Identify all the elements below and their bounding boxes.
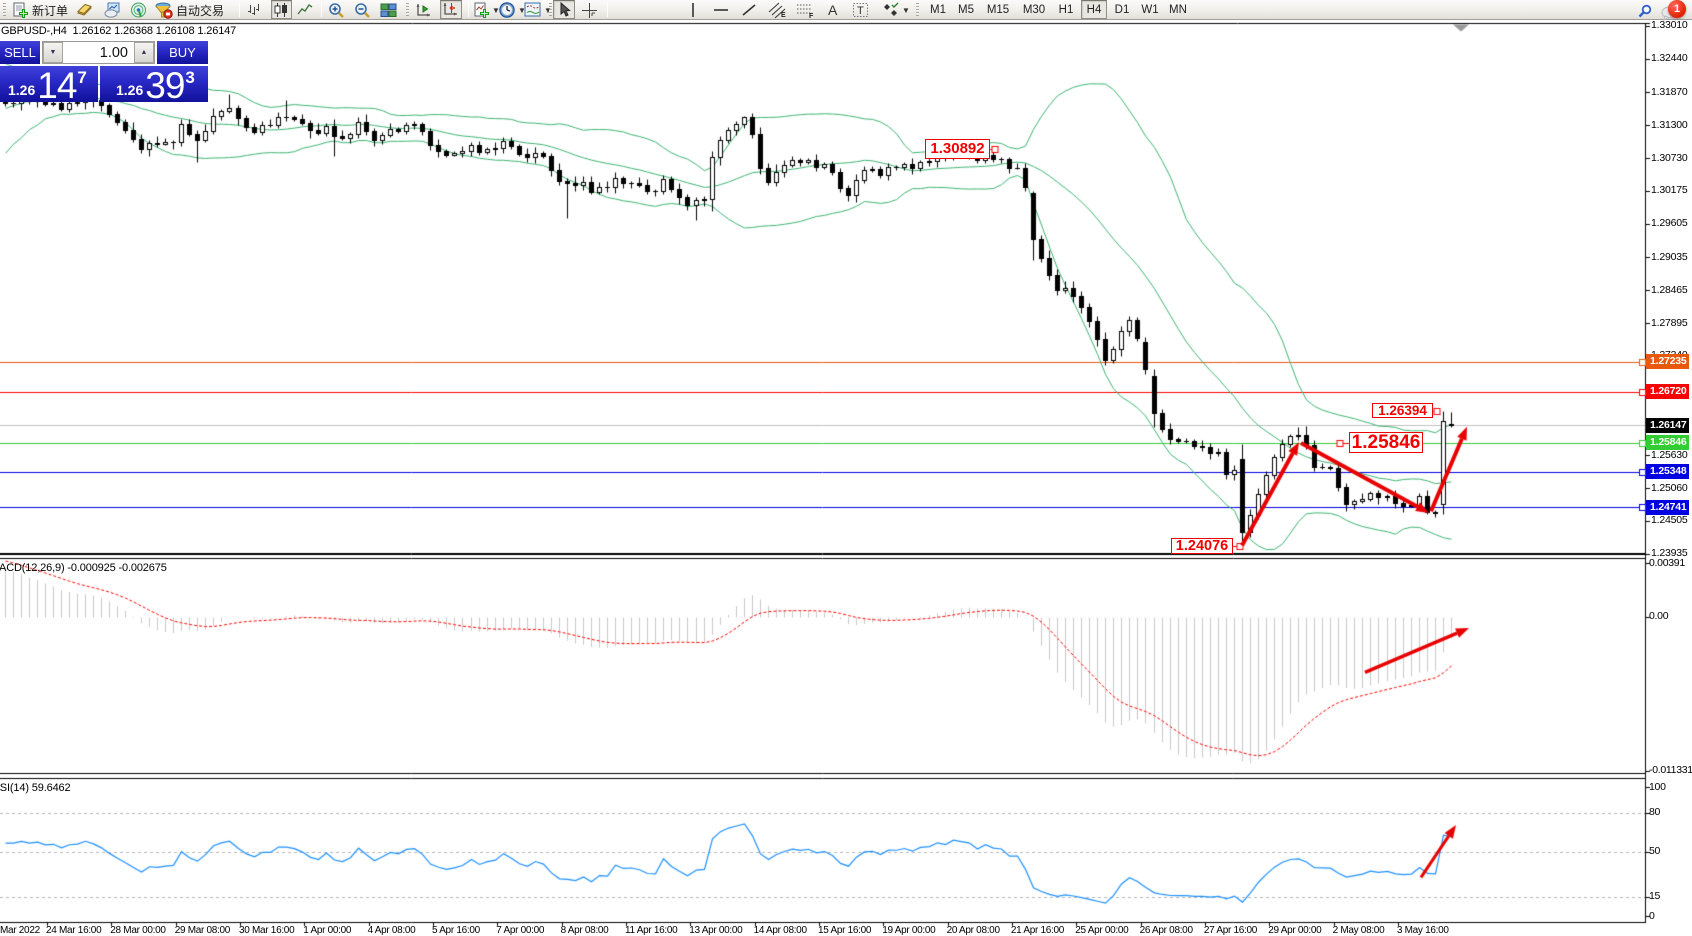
time-tick-label: 3 May 16:00 [1396, 924, 1449, 936]
time-tick-label: 5 Apr 16:00 [432, 924, 480, 936]
hline-price-box[interactable]: 1.24741 [1646, 500, 1689, 515]
volume-input[interactable] [63, 42, 134, 63]
buy-price-big: 39 [145, 66, 185, 102]
macd-axis-label: -0.011331 [1649, 764, 1692, 777]
sell-price-pip: 7 [77, 68, 87, 87]
price-tick-label: 1.31300 [1651, 118, 1688, 131]
spinner-down-icon: ▼ [49, 49, 57, 56]
price-annotation-label[interactable]: 1.25846 [1349, 432, 1423, 454]
hline-price-box[interactable]: 1.25846 [1646, 435, 1689, 450]
price-tick-label: 1.25060 [1651, 481, 1688, 494]
price-annotation-label[interactable]: 1.24076 [1171, 537, 1233, 554]
volume-spinner: ▼ ▲ [42, 41, 155, 64]
time-tick-label: 4 Apr 08:00 [367, 924, 416, 936]
time-tick-label: 27 Apr 16:00 [1203, 924, 1258, 936]
time-tick-label: 30 Mar 16:00 [239, 924, 295, 936]
price-tick-label: 1.23935 [1651, 547, 1688, 560]
sell-price-head: 1.26 [8, 82, 36, 98]
time-tick-label: 29 Mar 08:00 [174, 924, 231, 936]
time-tick-label: 13 Apr 00:00 [689, 924, 743, 936]
price-tick-label: 1.24505 [1651, 514, 1688, 527]
price-tick-label: 1.27895 [1651, 316, 1688, 329]
buy-button[interactable]: BUY [157, 41, 208, 64]
time-tick-label: 20 Apr 08:00 [946, 924, 1000, 936]
rsi-axis-label: 80 [1649, 806, 1661, 819]
time-tick-label: 19 Apr 00:00 [882, 924, 936, 936]
price-tick-label: 1.30730 [1651, 151, 1688, 164]
macd-axis-label: 0.00391 [1649, 556, 1685, 569]
price-tick-label: 1.25630 [1651, 448, 1688, 461]
time-tick-label: 24 Mar 16:00 [46, 924, 102, 936]
notification-badge[interactable]: 1 [1668, 0, 1686, 18]
current-price-box: 1.26147 [1646, 418, 1689, 433]
macd-axis-label: 0.00 [1649, 610, 1669, 622]
macd-pane[interactable] [0, 558, 1645, 774]
time-tick-label: 25 Apr 00:00 [1075, 924, 1129, 936]
chart-title: GBPUSD-,H4 1.26162 1.26368 1.26108 1.261… [1, 25, 237, 37]
time-tick-label: 26 Apr 08:00 [1139, 924, 1193, 936]
time-tick-label: 2 May 08:00 [1332, 924, 1385, 936]
sell-button[interactable]: SELL [0, 41, 40, 64]
buy-price[interactable]: 1.26 39 3 [100, 66, 208, 102]
rsi-axis-label: 0 [1649, 909, 1655, 922]
time-tick-label: Mar 2022 [0, 924, 40, 936]
price-tick-label: 1.33010 [1651, 19, 1688, 32]
buy-price-head: 1.26 [116, 82, 144, 98]
time-tick-label: 11 Apr 16:00 [625, 924, 678, 936]
time-tick-label: 15 Apr 16:00 [818, 924, 872, 936]
time-tick-label: 1 Apr 00:00 [303, 924, 352, 936]
rsi-axis-label: 100 [1649, 780, 1666, 793]
rsi-pane[interactable] [0, 778, 1645, 923]
price-annotation-label[interactable]: 1.30892 [925, 138, 990, 159]
time-tick-label: 29 Apr 00:00 [1268, 924, 1322, 936]
rsi-axis-label: 15 [1649, 890, 1661, 903]
buy-price-pip: 3 [185, 68, 195, 87]
time-tick-label: 14 Apr 08:00 [753, 924, 807, 936]
price-annotation-label[interactable]: 1.26394 [1372, 403, 1433, 419]
volume-decrease-button[interactable]: ▼ [43, 42, 63, 63]
price-tick-label: 1.32440 [1651, 52, 1688, 65]
time-tick-label: 8 Apr 08:00 [560, 924, 609, 936]
sell-price[interactable]: 1.26 14 7 [0, 66, 98, 102]
notification-count: 1 [1673, 3, 1681, 15]
price-tick-label: 1.28465 [1651, 283, 1688, 296]
price-tick-label: 1.30175 [1651, 184, 1688, 197]
price-tick-label: 1.29035 [1651, 250, 1688, 263]
volume-increase-button[interactable]: ▲ [134, 42, 154, 63]
price-tick-label: 1.31870 [1651, 85, 1688, 98]
time-tick-label: 21 Apr 16:00 [1010, 924, 1065, 936]
time-tick-label: 7 Apr 00:00 [496, 924, 545, 936]
hline-price-box[interactable]: 1.25348 [1646, 464, 1689, 479]
sell-price-big: 14 [37, 66, 77, 102]
macd-label: MACD(12,26,9) -0.000925 -0.002675 [0, 562, 167, 574]
rsi-label: RSI(14) 59.6462 [0, 782, 71, 794]
hline-price-box[interactable]: 1.27235 [1646, 354, 1689, 369]
hline-price-box[interactable]: 1.26720 [1646, 384, 1689, 399]
time-tick-label: 28 Mar 00:00 [110, 924, 166, 936]
one-click-trading-panel: SELL ▼ ▲ BUY 1.26 14 7 1.26 39 3 [0, 41, 208, 102]
rsi-axis-label: 50 [1649, 845, 1661, 857]
main-chart-pane[interactable] [0, 23, 1645, 554]
spinner-up-icon: ▲ [140, 49, 148, 56]
price-tick-label: 1.29605 [1651, 217, 1688, 230]
